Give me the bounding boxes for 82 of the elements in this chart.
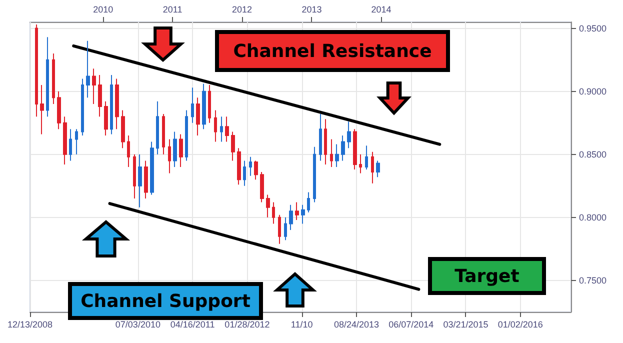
candlestick xyxy=(52,53,55,104)
candlestick xyxy=(104,100,108,136)
y-tick-label: 0.8000 xyxy=(579,212,607,222)
candlestick xyxy=(144,160,148,200)
candlestick xyxy=(40,84,44,135)
candlestick xyxy=(98,74,102,118)
x-tick-label: 01/28/2012 xyxy=(224,320,270,330)
candlestick xyxy=(150,141,154,196)
candlestick xyxy=(185,110,188,162)
x-tick-label: 08/24/2013 xyxy=(334,320,379,330)
candlestick xyxy=(92,68,96,104)
candlestick xyxy=(127,134,130,168)
candlestick xyxy=(301,204,305,224)
candlestick xyxy=(110,74,113,135)
annotation: Channel Resistance xyxy=(215,30,450,72)
candlestick xyxy=(81,78,84,136)
candlestick xyxy=(353,128,357,170)
candlestick xyxy=(57,90,61,130)
candlestick xyxy=(313,146,316,203)
candlestick xyxy=(115,78,119,130)
candlestick xyxy=(156,100,159,155)
annotation: Channel Support xyxy=(68,282,263,320)
candlestick xyxy=(168,138,171,174)
candlestick xyxy=(121,110,125,149)
x-tick-label: 11/10 xyxy=(290,320,313,330)
x-tick-label: 12/13/2008 xyxy=(7,320,53,330)
candlestick xyxy=(162,114,165,155)
x-tick-label: 06/07/2014 xyxy=(388,320,434,330)
y-tick-label: 0.9500 xyxy=(579,23,607,34)
candlestick xyxy=(196,97,200,136)
x2-tick-label: 2011 xyxy=(162,4,182,14)
candlestick xyxy=(133,154,136,200)
candlestick xyxy=(173,131,177,168)
candlestick xyxy=(86,40,90,98)
candlestick xyxy=(254,160,258,180)
x2-tick-label: 2014 xyxy=(371,4,392,14)
annotation: Target xyxy=(428,257,546,295)
x2-tick-label: 2010 xyxy=(93,4,114,14)
candlestick xyxy=(278,214,281,244)
candlestick xyxy=(46,36,49,118)
candlestick xyxy=(208,84,211,124)
candlestick xyxy=(324,118,327,165)
candlestick xyxy=(63,116,67,165)
candlestick xyxy=(69,128,72,162)
candlestick xyxy=(243,160,246,186)
x2-tick-label: 2012 xyxy=(232,4,252,14)
candlestick xyxy=(272,202,275,224)
candlestick xyxy=(191,87,194,124)
candlestick xyxy=(335,144,339,168)
candlestick xyxy=(307,192,310,213)
candlestick xyxy=(295,202,299,220)
y-tick-label: 0.7500 xyxy=(579,275,607,286)
candlestick xyxy=(35,24,38,118)
candlestick xyxy=(359,154,362,174)
candlestick xyxy=(75,128,78,155)
candlestick xyxy=(347,121,351,149)
candlestick xyxy=(319,114,322,162)
x2-tick-label: 2013 xyxy=(302,4,322,14)
candlestick xyxy=(214,110,217,142)
x-tick-label: 07/03/2010 xyxy=(115,320,160,330)
candlestick xyxy=(220,116,223,142)
y-tick-label: 0.8500 xyxy=(579,149,607,160)
candlestick xyxy=(260,172,264,203)
candlestick xyxy=(284,216,287,241)
candlestick xyxy=(231,131,235,162)
x-tick-label: 03/21/2015 xyxy=(443,320,488,330)
candlestick xyxy=(371,151,374,184)
x-tick-label: 01/02/2016 xyxy=(498,320,543,330)
y-tick-label: 0.9000 xyxy=(579,86,607,96)
candlestick xyxy=(202,83,206,130)
candlestick xyxy=(249,156,252,176)
x-tick-label: 04/16/2011 xyxy=(170,320,215,330)
candlestick xyxy=(179,134,183,168)
candlestick xyxy=(289,204,293,231)
candlestick xyxy=(225,116,229,142)
candlestick xyxy=(138,154,142,208)
candlestick xyxy=(330,138,333,168)
candlestick xyxy=(376,160,380,178)
candlestick xyxy=(341,134,345,162)
candlestick xyxy=(237,148,241,186)
candlestick xyxy=(266,194,270,218)
candlestick xyxy=(365,145,368,170)
